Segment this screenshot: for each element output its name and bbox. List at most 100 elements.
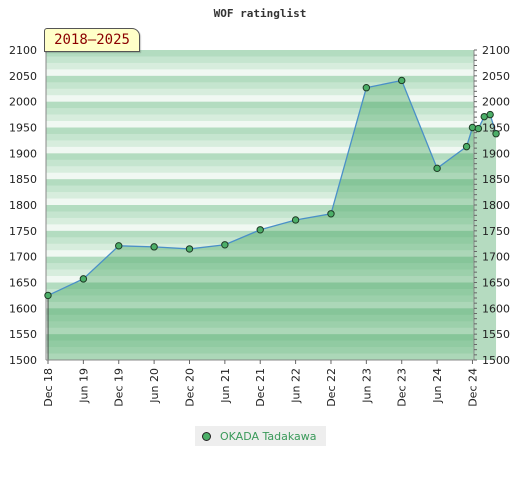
x-tick-label: Jun 23 (360, 368, 373, 404)
x-tick-label: Jun 24 (431, 368, 444, 404)
background-band (46, 237, 474, 245)
background-band (46, 153, 474, 161)
y-tick-label-right: 1650 (482, 277, 510, 290)
background-band (46, 217, 474, 225)
y-tick-label-right: 2100 (482, 44, 510, 57)
data-point (221, 241, 229, 249)
background-band (46, 146, 474, 154)
y-tick-label-right: 1550 (482, 328, 510, 341)
background-band (46, 88, 474, 96)
y-tick-label-left: 1850 (9, 173, 37, 186)
background-band (46, 108, 474, 115)
background-band (46, 282, 474, 290)
x-tick-label: Dec 22 (325, 368, 338, 407)
background-band (46, 172, 474, 180)
background-band (46, 230, 474, 238)
background-band (46, 256, 474, 264)
data-point (256, 226, 264, 234)
y-tick-label-right: 2000 (482, 96, 510, 109)
x-tick-label: Dec 24 (466, 368, 479, 407)
background-band (46, 179, 474, 186)
y-tick-label-right: 1850 (482, 173, 510, 186)
y-tick-label-right: 2050 (482, 70, 510, 83)
data-point (362, 84, 371, 92)
background-band (46, 243, 474, 251)
background-band (46, 353, 474, 361)
x-tick-label: Dec 19 (113, 368, 126, 407)
data-point (398, 76, 406, 85)
y-tick-label-right: 1750 (482, 225, 510, 238)
data-point (486, 110, 494, 119)
data-point (79, 275, 88, 283)
background-band (46, 95, 474, 102)
y-tick-label-left: 2100 (9, 44, 37, 57)
y-tick-label-left: 1600 (9, 302, 37, 315)
background-band (46, 301, 474, 309)
background-band (46, 321, 474, 329)
background-band (46, 340, 474, 348)
y-tick-label-left: 2050 (9, 70, 37, 83)
y-tick-label-left: 1900 (9, 147, 37, 160)
y-tick-label-left: 1550 (9, 328, 37, 341)
background-band (46, 347, 474, 354)
legend: OKADA Tadakawa (195, 426, 326, 446)
data-point (291, 216, 300, 224)
background-band (46, 334, 474, 341)
y-tick-label-left: 1500 (9, 354, 37, 367)
y-tick-label-left: 1800 (9, 199, 37, 212)
data-point (474, 124, 483, 133)
y-tick-label-right: 1950 (482, 122, 510, 135)
background-band (46, 56, 474, 64)
y-tick-label-right: 1900 (482, 147, 510, 160)
background-band (46, 50, 474, 57)
background-band (46, 159, 474, 167)
data-point (433, 164, 441, 173)
background-band (46, 205, 474, 212)
background-band (46, 127, 474, 135)
background-band (46, 269, 474, 277)
background-band (46, 276, 474, 283)
x-tick-label: Jun 22 (290, 368, 303, 404)
background-band (46, 62, 474, 70)
data-point (44, 291, 52, 300)
legend-label: OKADA Tadakawa (220, 429, 317, 443)
x-tick-label: Dec 20 (183, 368, 196, 407)
data-point (185, 245, 194, 253)
x-tick-label: Jun 21 (219, 368, 232, 404)
x-tick-label: Dec 18 (42, 368, 55, 407)
x-tick-label: Dec 21 (254, 368, 267, 407)
background-band (46, 75, 474, 83)
background-band (46, 263, 474, 270)
background-band (46, 185, 474, 193)
data-point (468, 123, 477, 132)
background-band (46, 82, 474, 90)
x-tick-label: Jun 20 (148, 368, 161, 404)
background-band (46, 140, 474, 148)
y-tick-label-left: 2000 (9, 96, 37, 109)
x-tick-label: Dec 23 (396, 368, 409, 407)
y-tick-label-right: 1700 (482, 251, 510, 264)
background-band (46, 121, 474, 128)
background-band (46, 288, 474, 296)
background-band (46, 327, 474, 335)
period-label: 2018–2025 (44, 28, 140, 52)
data-point (492, 130, 500, 138)
background-band (46, 166, 474, 174)
background-band (46, 69, 474, 77)
background-band (46, 192, 474, 199)
y-tick-label-right: 1600 (482, 302, 510, 315)
background-band (46, 308, 474, 316)
data-point (462, 142, 471, 151)
y-tick-label-left: 1650 (9, 277, 37, 290)
data-point (115, 242, 123, 250)
y-tick-label-left: 1750 (9, 225, 37, 238)
background-band (46, 314, 474, 322)
y-tick-label-left: 1700 (9, 251, 37, 264)
data-point (327, 210, 335, 218)
background-band (46, 133, 474, 141)
background-band (46, 250, 474, 257)
background-band (46, 211, 474, 219)
y-tick-label-right: 1800 (482, 199, 510, 212)
y-tick-label-right: 1500 (482, 354, 510, 367)
